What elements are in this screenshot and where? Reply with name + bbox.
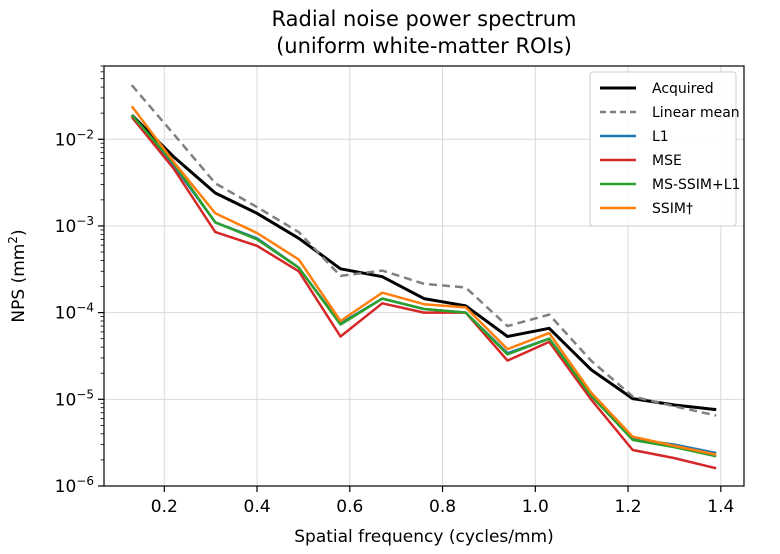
legend-label: MSE [652, 153, 682, 169]
x-tick-label: 1.4 [707, 497, 734, 517]
y-tick-label: 10−3 [55, 214, 94, 237]
chart-title: Radial noise power spectrum (uniform whi… [271, 7, 576, 58]
x-tick-label: 0.4 [244, 497, 271, 517]
series-lines [130, 84, 717, 470]
y-tick-label: 10−2 [55, 127, 94, 150]
x-tick-label: 0.2 [151, 497, 178, 517]
x-tick-label: 0.8 [429, 497, 456, 517]
y-axis-label: NPS (mm2) [6, 229, 29, 322]
legend: Acquired Linear mean L1 MSE MS-SSIM+L1 SSIM† [589, 71, 740, 227]
x-tick-label: 0.6 [336, 497, 363, 517]
legend-box [589, 71, 737, 227]
legend-label: Acquired [652, 81, 714, 97]
chart-title-line-2: (uniform white-matter ROIs) [276, 34, 572, 58]
y-axis: 10−6 10−5 10−4 10−3 10−2 [55, 65, 104, 497]
x-axis-label: Spatial frequency (cycles/mm) [294, 527, 554, 547]
x-tick-label: 1.0 [522, 497, 549, 517]
legend-label: Linear mean [652, 105, 740, 121]
series-line-acquired [130, 114, 717, 412]
series-line-linear-mean [130, 84, 717, 417]
y-tick-label: 10−4 [55, 301, 94, 324]
plot-frame [103, 65, 745, 487]
x-axis: 0.2 0.4 0.6 0.8 1.0 1.2 1.4 [151, 486, 734, 517]
series-line-ssim [130, 105, 717, 456]
legend-label: L1 [652, 129, 669, 145]
y-tick-label: 10−5 [55, 387, 94, 410]
series-line-mse [130, 116, 717, 470]
legend-label: SSIM† [652, 201, 693, 217]
legend-label: MS-SSIM+L1 [652, 177, 740, 193]
chart-title-line-1: Radial noise power spectrum [271, 7, 576, 31]
series-line-ms-ssim-l1 [130, 114, 717, 458]
x-tick-label: 1.2 [615, 497, 642, 517]
y-tick-label: 10−6 [55, 474, 94, 497]
